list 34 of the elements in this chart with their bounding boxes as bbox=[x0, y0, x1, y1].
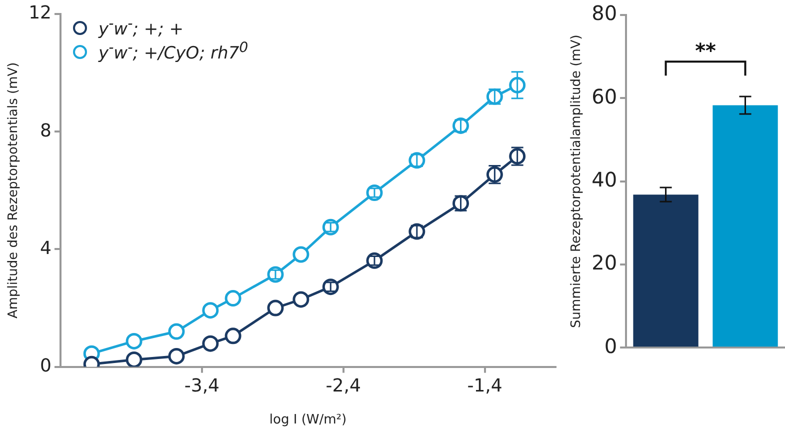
point bbox=[126, 332, 142, 350]
point bbox=[366, 252, 383, 269]
point bbox=[267, 300, 284, 316]
point bbox=[366, 184, 383, 201]
legend-label: y$^{-}$w$^{-}$; +; + bbox=[98, 16, 184, 40]
y-tick-label: 4 bbox=[40, 238, 52, 259]
x-tick-label: -2,4 bbox=[326, 375, 361, 396]
point bbox=[202, 302, 219, 319]
annotation: ** bbox=[695, 38, 717, 63]
point bbox=[168, 348, 185, 364]
x-tick-label: -1,4 bbox=[467, 375, 502, 396]
y-tick-label: 0 bbox=[604, 334, 618, 358]
point bbox=[224, 328, 242, 344]
x-axis-title: log I (W/m²) bbox=[269, 412, 347, 428]
y-axis-title: Amplitude des Rezeptorpotentials (mV) bbox=[6, 62, 22, 319]
y-tick-label: 8 bbox=[40, 120, 52, 142]
point bbox=[224, 290, 242, 307]
point bbox=[322, 218, 339, 236]
y-tick-label: 20 bbox=[592, 250, 618, 275]
y-tick-label: 40 bbox=[592, 168, 618, 192]
point bbox=[322, 278, 339, 296]
point bbox=[292, 291, 310, 308]
y-axis-title: Summierte Rezeptorpotentialamplitude (mV) bbox=[569, 34, 584, 328]
y-tick-label: 0 bbox=[40, 355, 52, 376]
point bbox=[267, 266, 284, 283]
point bbox=[126, 351, 142, 367]
y-tick-label: 80 bbox=[592, 1, 618, 26]
point bbox=[292, 246, 310, 263]
x-tick-label: -3,4 bbox=[184, 375, 220, 396]
point bbox=[168, 323, 185, 340]
point bbox=[202, 335, 219, 352]
y-tick-label: 60 bbox=[592, 84, 618, 108]
legend-label: y$^{-}$w$^{-}$; +/CyO; rh7$^{0}$ bbox=[98, 40, 248, 64]
y-tick-label: 12 bbox=[28, 2, 52, 24]
